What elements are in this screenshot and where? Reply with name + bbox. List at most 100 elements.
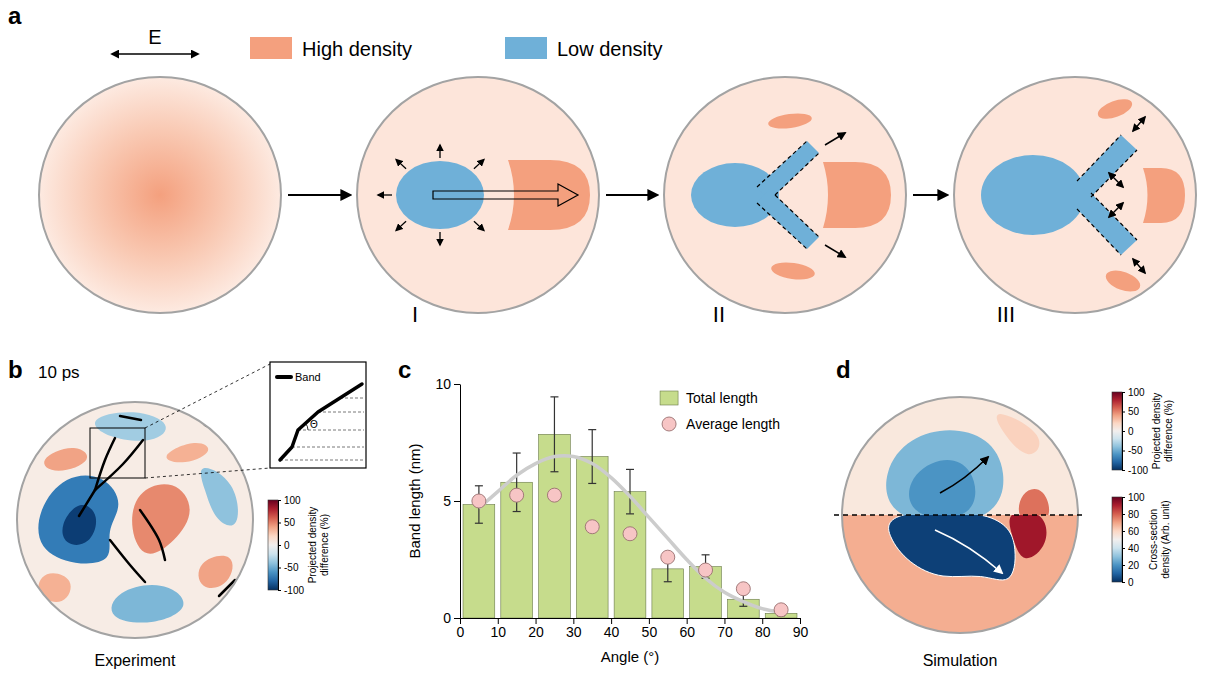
y-axis-tick-label: 5 (443, 493, 451, 509)
point (623, 527, 637, 541)
colorbar-axis-tick-mark (1122, 451, 1125, 452)
colorbar-axis-tick-label: 50 (1128, 406, 1140, 417)
time-label: 10 ps (38, 363, 80, 382)
simulation-map (834, 397, 1086, 633)
colorbar-axis-tick-label: 100 (1128, 387, 1145, 398)
band-trace (140, 510, 165, 560)
cross-section-half (842, 515, 1078, 633)
colorbar-ramp (268, 500, 278, 590)
growth-arrow (1133, 117, 1145, 131)
colorbar-axis-tick: 100 (1122, 492, 1145, 503)
inset-reference (318, 412, 364, 413)
colorbar-axis-tick-label: 80 (1128, 509, 1140, 520)
error-bar (588, 430, 596, 484)
stage-label: II (713, 302, 725, 327)
expansion-arrow (474, 221, 484, 230)
colorbar-ramp (1112, 392, 1122, 470)
error-bar-stem (592, 430, 593, 484)
band-edge (757, 141, 807, 187)
error-bar-cap (626, 469, 634, 470)
high-density-region (767, 111, 813, 131)
x-axis-line (461, 618, 801, 619)
point (736, 582, 750, 596)
colorbar-axis-tick-mark (1122, 531, 1125, 532)
expansion-arrow (474, 160, 484, 169)
panel-letter: c (398, 356, 411, 383)
colorbar-axis-tick: 60 (1122, 526, 1140, 537)
colorbar-axis-tick-mark (278, 523, 281, 524)
colorbar: 100500-50-100Projected densitydifference… (1112, 387, 1174, 476)
flow-arrow (940, 457, 988, 493)
zoom-connector (145, 364, 270, 428)
colorbar: 100806040200Cross-sectiondensity (Arb. u… (1112, 492, 1171, 588)
density-blob (38, 475, 118, 563)
legend-label: Total length (686, 390, 758, 406)
colorbar-axis-tick-label: 100 (284, 495, 301, 506)
colorbar-axis-tick-label: 0 (1128, 577, 1134, 588)
low-density-region (396, 161, 484, 229)
density-blob (39, 573, 71, 602)
density-blob (201, 468, 238, 525)
density-blob (199, 556, 233, 588)
x-axis-tick: 90 (793, 618, 809, 640)
colorbar-axis-tick-label: 40 (1128, 543, 1140, 554)
map-outline (17, 402, 253, 638)
section-line (834, 514, 1086, 516)
high-density-region (770, 260, 816, 282)
density-blob (166, 443, 208, 462)
colorbar-title: Cross-sectiondensity (Arb. unit) (1148, 500, 1171, 578)
band-trace (95, 440, 143, 490)
field-background (17, 402, 253, 638)
inset-reference (292, 447, 364, 448)
error-bar-stem (629, 469, 630, 513)
x-axis-tick: 10 (490, 618, 506, 640)
colorbar-axis-tick-mark (1122, 470, 1125, 471)
field-arrow (112, 53, 198, 55)
growth-arrow (1109, 173, 1123, 187)
x-axis-tick-label: 10 (490, 624, 506, 640)
stage (664, 77, 906, 313)
colorbar-axis-tick: -50 (278, 562, 299, 573)
colorbar-title-line: difference (%) (1163, 400, 1174, 462)
colorbar-axis-tick: -100 (1122, 465, 1148, 476)
colorbar-axis-tick-mark (1122, 392, 1125, 393)
inset-band (280, 384, 362, 460)
density-map (17, 402, 253, 638)
legend-item-a: Low density (505, 37, 663, 60)
point (699, 563, 713, 577)
x-axis-tick-label: 90 (793, 624, 809, 640)
inset-legend-label: Band (295, 371, 321, 383)
expansion-arrow (396, 160, 406, 169)
colorbar-title-line: Cross-section (1148, 509, 1159, 570)
expansion-arrow (439, 232, 440, 245)
high-density-region (1143, 168, 1185, 223)
error-bar-cap (475, 523, 483, 524)
growth-arrow (1133, 259, 1145, 273)
colorbar-axis-tick-mark (1122, 548, 1125, 549)
y-axis-tick: 0 (443, 610, 460, 626)
colorbar-axis-tick: 40 (1122, 543, 1140, 554)
colorbar-axis-tick: -100 (278, 585, 304, 596)
stage (954, 77, 1196, 313)
colorbar-axis-tick-label: 50 (284, 517, 296, 528)
x-axis-tick: 0 (457, 618, 465, 640)
expansion-arrow (378, 194, 392, 195)
y-axis-tick-label: 0 (443, 610, 451, 626)
point (585, 520, 599, 534)
colorbar-axis-tick-label: -50 (1128, 445, 1143, 456)
colorbar-title-line: Projected density (1151, 393, 1162, 470)
density-field (17, 402, 253, 638)
colorbar-axis-tick-mark (1122, 565, 1125, 566)
y-axis-tick-label: 10 (435, 376, 451, 392)
sample-disk (954, 77, 1196, 313)
y-axis-tick-mark (454, 501, 460, 502)
colorbar-axis: 100500-50-100 (278, 495, 304, 596)
x-axis-tick-label: 70 (717, 624, 733, 640)
band-edge (1091, 193, 1137, 240)
step-arrow (913, 194, 947, 196)
growth-arrow (825, 133, 845, 145)
density-blob (1009, 515, 1046, 558)
colorbar-axis-tick: 50 (278, 517, 296, 528)
y-axis-tick: 5 (443, 493, 460, 509)
density-blob (44, 448, 87, 471)
